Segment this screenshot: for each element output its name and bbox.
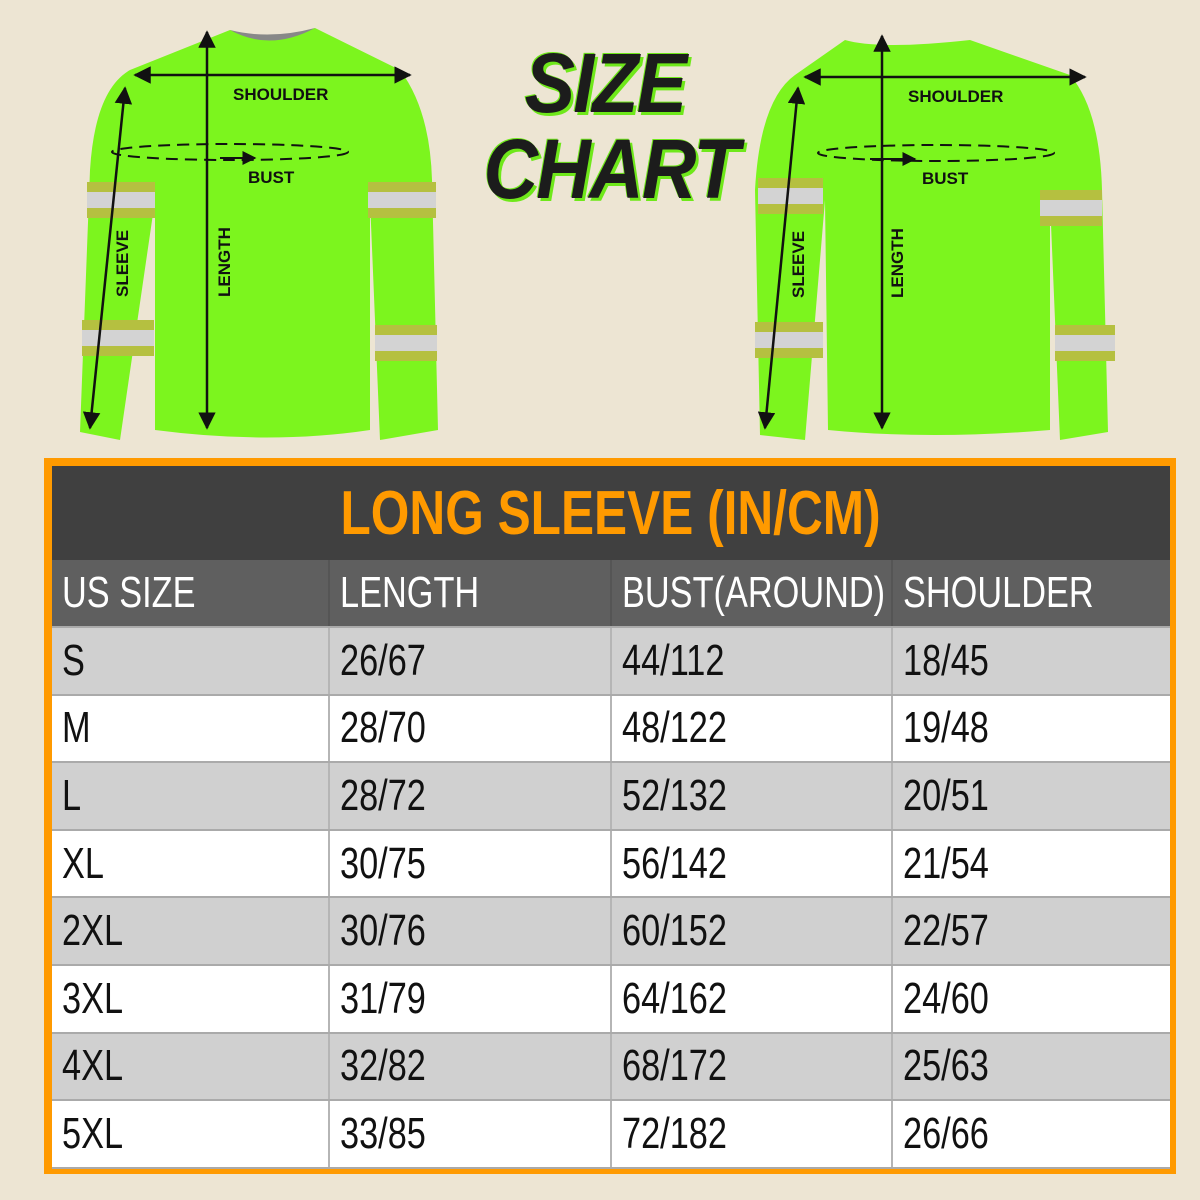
- table-cell-value: 64/162: [622, 973, 727, 1023]
- table-cell: S: [52, 628, 330, 694]
- table-cell: 30/75: [330, 830, 612, 897]
- table-row: 2XL 30/76 60/152 22/57: [52, 898, 1170, 966]
- table-row: 4XL 32/82 68/172 25/63: [52, 1033, 1170, 1102]
- table-cell: 5XL: [52, 1101, 330, 1167]
- table-cell-value: 25/63: [903, 1041, 989, 1091]
- table-cell-value: 44/112: [622, 635, 725, 685]
- back-sweater-diagram: SHOULDER BUST SLEEVE LENGTH: [755, 34, 1115, 440]
- table-cell: 52/132: [612, 763, 893, 829]
- table-row: S 26/67 44/112 18/45: [52, 628, 1170, 696]
- table-cell: 56/142: [612, 830, 893, 897]
- size-table-frame: LONG SLEEVE (IN/CM) US SIZE LENGTH BUST(AR…: [44, 458, 1176, 1174]
- sleeve-label: SLEEVE: [113, 230, 132, 297]
- table-cell-value: 2XL: [62, 906, 124, 956]
- table-cell-value: 30/76: [340, 906, 426, 956]
- front-sweater-diagram: SHOULDER BUST SLEEVE LENGTH: [80, 28, 438, 440]
- table-cell: 72/182: [612, 1101, 893, 1167]
- table-cell-value: L: [62, 770, 82, 820]
- length-label: LENGTH: [888, 228, 907, 298]
- column-header: BUST(AROUND): [612, 560, 893, 626]
- table-cell-value: 60/152: [622, 906, 727, 956]
- table-cell: 30/76: [330, 898, 612, 964]
- table-cell-value: 72/182: [622, 1108, 727, 1158]
- table-cell: 28/72: [330, 763, 612, 829]
- table-cell: 60/152: [612, 898, 893, 964]
- table-row: 3XL 31/79 64/162 24/60: [52, 965, 1170, 1034]
- table-title: LONG SLEEVE (IN/CM): [52, 466, 1170, 560]
- table-cell: 4XL: [52, 1033, 330, 1100]
- table-cell-value: 48/122: [622, 703, 727, 753]
- table-cell-value: 31/79: [340, 973, 426, 1023]
- table-row: M 28/70 48/122 19/48: [52, 695, 1170, 764]
- table-cell: 33/85: [330, 1101, 612, 1167]
- table-cell-value: 28/70: [340, 703, 426, 753]
- table-cell-value: 33/85: [340, 1108, 426, 1158]
- table-cell-value: 52/132: [622, 770, 727, 820]
- table-cell-value: 28/72: [340, 770, 426, 820]
- table-cell: 28/70: [330, 695, 612, 762]
- table-cell-value: 26/66: [903, 1108, 989, 1158]
- table-row: L 28/72 52/132 20/51: [52, 763, 1170, 831]
- table-cell: 32/82: [330, 1033, 612, 1100]
- shoulder-label: SHOULDER: [233, 85, 328, 104]
- table-cell-value: 4XL: [62, 1041, 124, 1091]
- table-cell-value: 68/172: [622, 1041, 727, 1091]
- column-header: LENGTH: [330, 560, 612, 626]
- table-cell: 2XL: [52, 898, 330, 964]
- bust-label: BUST: [922, 169, 969, 188]
- table-cell: 21/54: [893, 831, 1170, 897]
- table-cell-value: 21/54: [903, 838, 989, 888]
- table-header-row: US SIZE LENGTH BUST(AROUND) SHOULDER: [52, 560, 1170, 628]
- table-cell: M: [52, 695, 330, 762]
- table-cell: 3XL: [52, 965, 330, 1032]
- table-cell-value: 5XL: [62, 1108, 124, 1158]
- sleeve-label: SLEEVE: [789, 231, 808, 298]
- table-cell-value: S: [62, 635, 85, 685]
- shoulder-label: SHOULDER: [908, 87, 1003, 106]
- table-cell: 25/63: [893, 1034, 1170, 1100]
- table-row: XL 30/75 56/142 21/54: [52, 830, 1170, 899]
- table-cell: 24/60: [893, 966, 1170, 1032]
- table-cell-value: 30/75: [340, 838, 426, 888]
- table-cell: 18/45: [893, 628, 1170, 694]
- column-header-label: SHOULDER: [903, 568, 1094, 617]
- sweater-body: [755, 40, 1108, 440]
- column-header-label: US SIZE: [62, 568, 196, 617]
- table-cell-value: 32/82: [340, 1041, 426, 1091]
- table-cell: 26/67: [330, 628, 612, 694]
- table-cell: 68/172: [612, 1033, 893, 1100]
- size-table: LONG SLEEVE (IN/CM) US SIZE LENGTH BUST(AR…: [52, 466, 1170, 1169]
- bust-label: BUST: [248, 168, 295, 187]
- table-cell: 19/48: [893, 696, 1170, 762]
- table-cell: 64/162: [612, 965, 893, 1032]
- size-chart-title: SIZE CHART: [470, 40, 740, 212]
- title-line-2: CHART: [483, 122, 740, 216]
- table-cell: 31/79: [330, 965, 612, 1032]
- column-header-label: BUST(AROUND): [622, 568, 886, 617]
- column-header-label: LENGTH: [340, 568, 480, 617]
- column-header: SHOULDER: [893, 560, 1170, 626]
- table-cell-value: 22/57: [903, 906, 989, 956]
- table-cell-value: 24/60: [903, 973, 989, 1023]
- table-cell-value: M: [62, 703, 91, 753]
- table-cell: 20/51: [893, 763, 1170, 829]
- table-cell-value: 20/51: [903, 770, 989, 820]
- sweater-body: [80, 28, 438, 440]
- table-cell: 22/57: [893, 898, 1170, 964]
- table-cell-value: 18/45: [903, 635, 989, 685]
- table-cell: 44/112: [612, 628, 893, 694]
- table-cell: 48/122: [612, 695, 893, 762]
- table-cell-value: 56/142: [622, 838, 727, 888]
- column-header: US SIZE: [52, 560, 330, 626]
- table-cell: XL: [52, 830, 330, 897]
- table-row: 5XL 33/85 72/182 26/66: [52, 1101, 1170, 1169]
- table-cell: 26/66: [893, 1101, 1170, 1167]
- table-cell-value: XL: [62, 838, 104, 888]
- table-cell: L: [52, 763, 330, 829]
- title-line-1: SIZE: [524, 36, 688, 130]
- length-label: LENGTH: [215, 227, 234, 297]
- table-cell-value: 3XL: [62, 973, 124, 1023]
- table-cell-value: 19/48: [903, 703, 989, 753]
- table-cell-value: 26/67: [340, 635, 426, 685]
